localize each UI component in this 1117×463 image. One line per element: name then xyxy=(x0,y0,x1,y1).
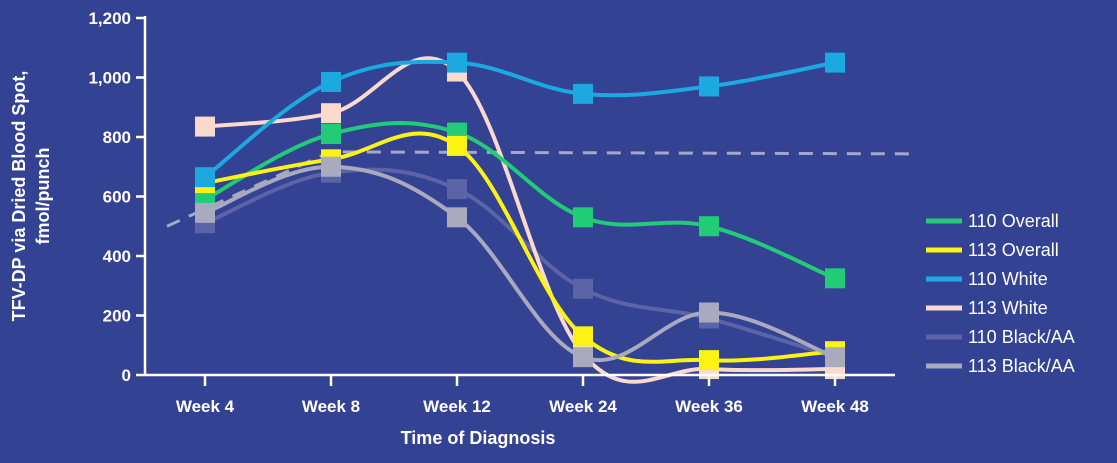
legend-label: 110 Overall xyxy=(968,211,1059,231)
y-axis-title-line-1: TFV-DP via Dried Blood Spot, xyxy=(9,71,29,322)
data-point xyxy=(825,268,845,289)
data-point xyxy=(573,83,593,104)
legend: 110 Overall 113 Overall 110 White 113 White… xyxy=(926,211,1075,376)
data-point xyxy=(825,347,845,368)
legend-label: 113 Overall xyxy=(968,240,1059,260)
data-point xyxy=(447,135,467,156)
data-point xyxy=(321,124,341,145)
series-line xyxy=(204,121,836,281)
x-axis-title: Time of Diagnosis xyxy=(401,428,556,448)
legend-label: 113 Black/AA xyxy=(968,356,1075,376)
data-point xyxy=(573,207,593,228)
data-point xyxy=(447,179,467,200)
legend-label: 113 White xyxy=(968,298,1048,318)
data-point xyxy=(573,278,593,299)
legend-item-113-black-aa: 113 Black/AA xyxy=(926,356,1075,376)
data-point xyxy=(447,207,467,228)
data-point xyxy=(195,202,215,223)
legend-item-110-overall: 110 Overall xyxy=(926,211,1059,231)
series-line xyxy=(203,59,836,179)
data-point xyxy=(699,216,719,237)
y-axis-title: TFV-DP via Dried Blood Spot, fmol/punch xyxy=(9,71,53,322)
legend-item-113-white: 113 White xyxy=(926,298,1048,318)
y-tick-label: 400 xyxy=(103,247,131,266)
data-point xyxy=(447,52,467,73)
legend-label: 110 White xyxy=(968,269,1048,289)
y-axis-ticks: 0 200 400 600 800 1,000 1,200 xyxy=(88,9,145,385)
data-point xyxy=(825,52,845,73)
legend-item-110-white: 110 White xyxy=(926,269,1048,289)
x-tick-label: Week 4 xyxy=(176,397,235,416)
data-point xyxy=(699,302,719,323)
data-point xyxy=(699,76,719,97)
y-tick-label: 200 xyxy=(103,307,131,326)
y-tick-label: 800 xyxy=(103,128,131,147)
data-point xyxy=(321,103,341,124)
y-tick-label: 1,000 xyxy=(88,69,131,88)
legend-label: 110 Black/AA xyxy=(968,327,1075,347)
x-axis-ticks: Week 4 Week 8 Week 12 Week 24 Week 36 Week 48 xyxy=(176,375,869,416)
y-tick-label: 0 xyxy=(122,366,131,385)
data-point xyxy=(573,347,593,368)
x-tick-label: Week 24 xyxy=(549,397,617,416)
x-tick-label: Week 48 xyxy=(801,397,869,416)
y-tick-label: 1,200 xyxy=(88,9,131,28)
y-tick-label: 600 xyxy=(103,188,131,207)
data-point xyxy=(321,71,341,92)
data-point xyxy=(195,167,215,188)
series-layer xyxy=(195,52,845,384)
series-113-black-aa xyxy=(195,156,845,368)
y-axis-title-line-2: fmol/punch xyxy=(33,148,53,245)
data-point xyxy=(699,350,719,371)
data-point xyxy=(321,156,341,177)
series-110-white xyxy=(195,52,845,188)
data-point xyxy=(573,326,593,347)
data-point xyxy=(195,116,215,137)
x-tick-label: Week 8 xyxy=(302,397,360,416)
x-tick-label: Week 36 xyxy=(675,397,743,416)
legend-item-110-black-aa: 110 Black/AA xyxy=(926,327,1075,347)
x-tick-label: Week 12 xyxy=(423,397,491,416)
legend-item-113-overall: 113 Overall xyxy=(926,240,1059,260)
series-110-overall xyxy=(195,121,845,289)
